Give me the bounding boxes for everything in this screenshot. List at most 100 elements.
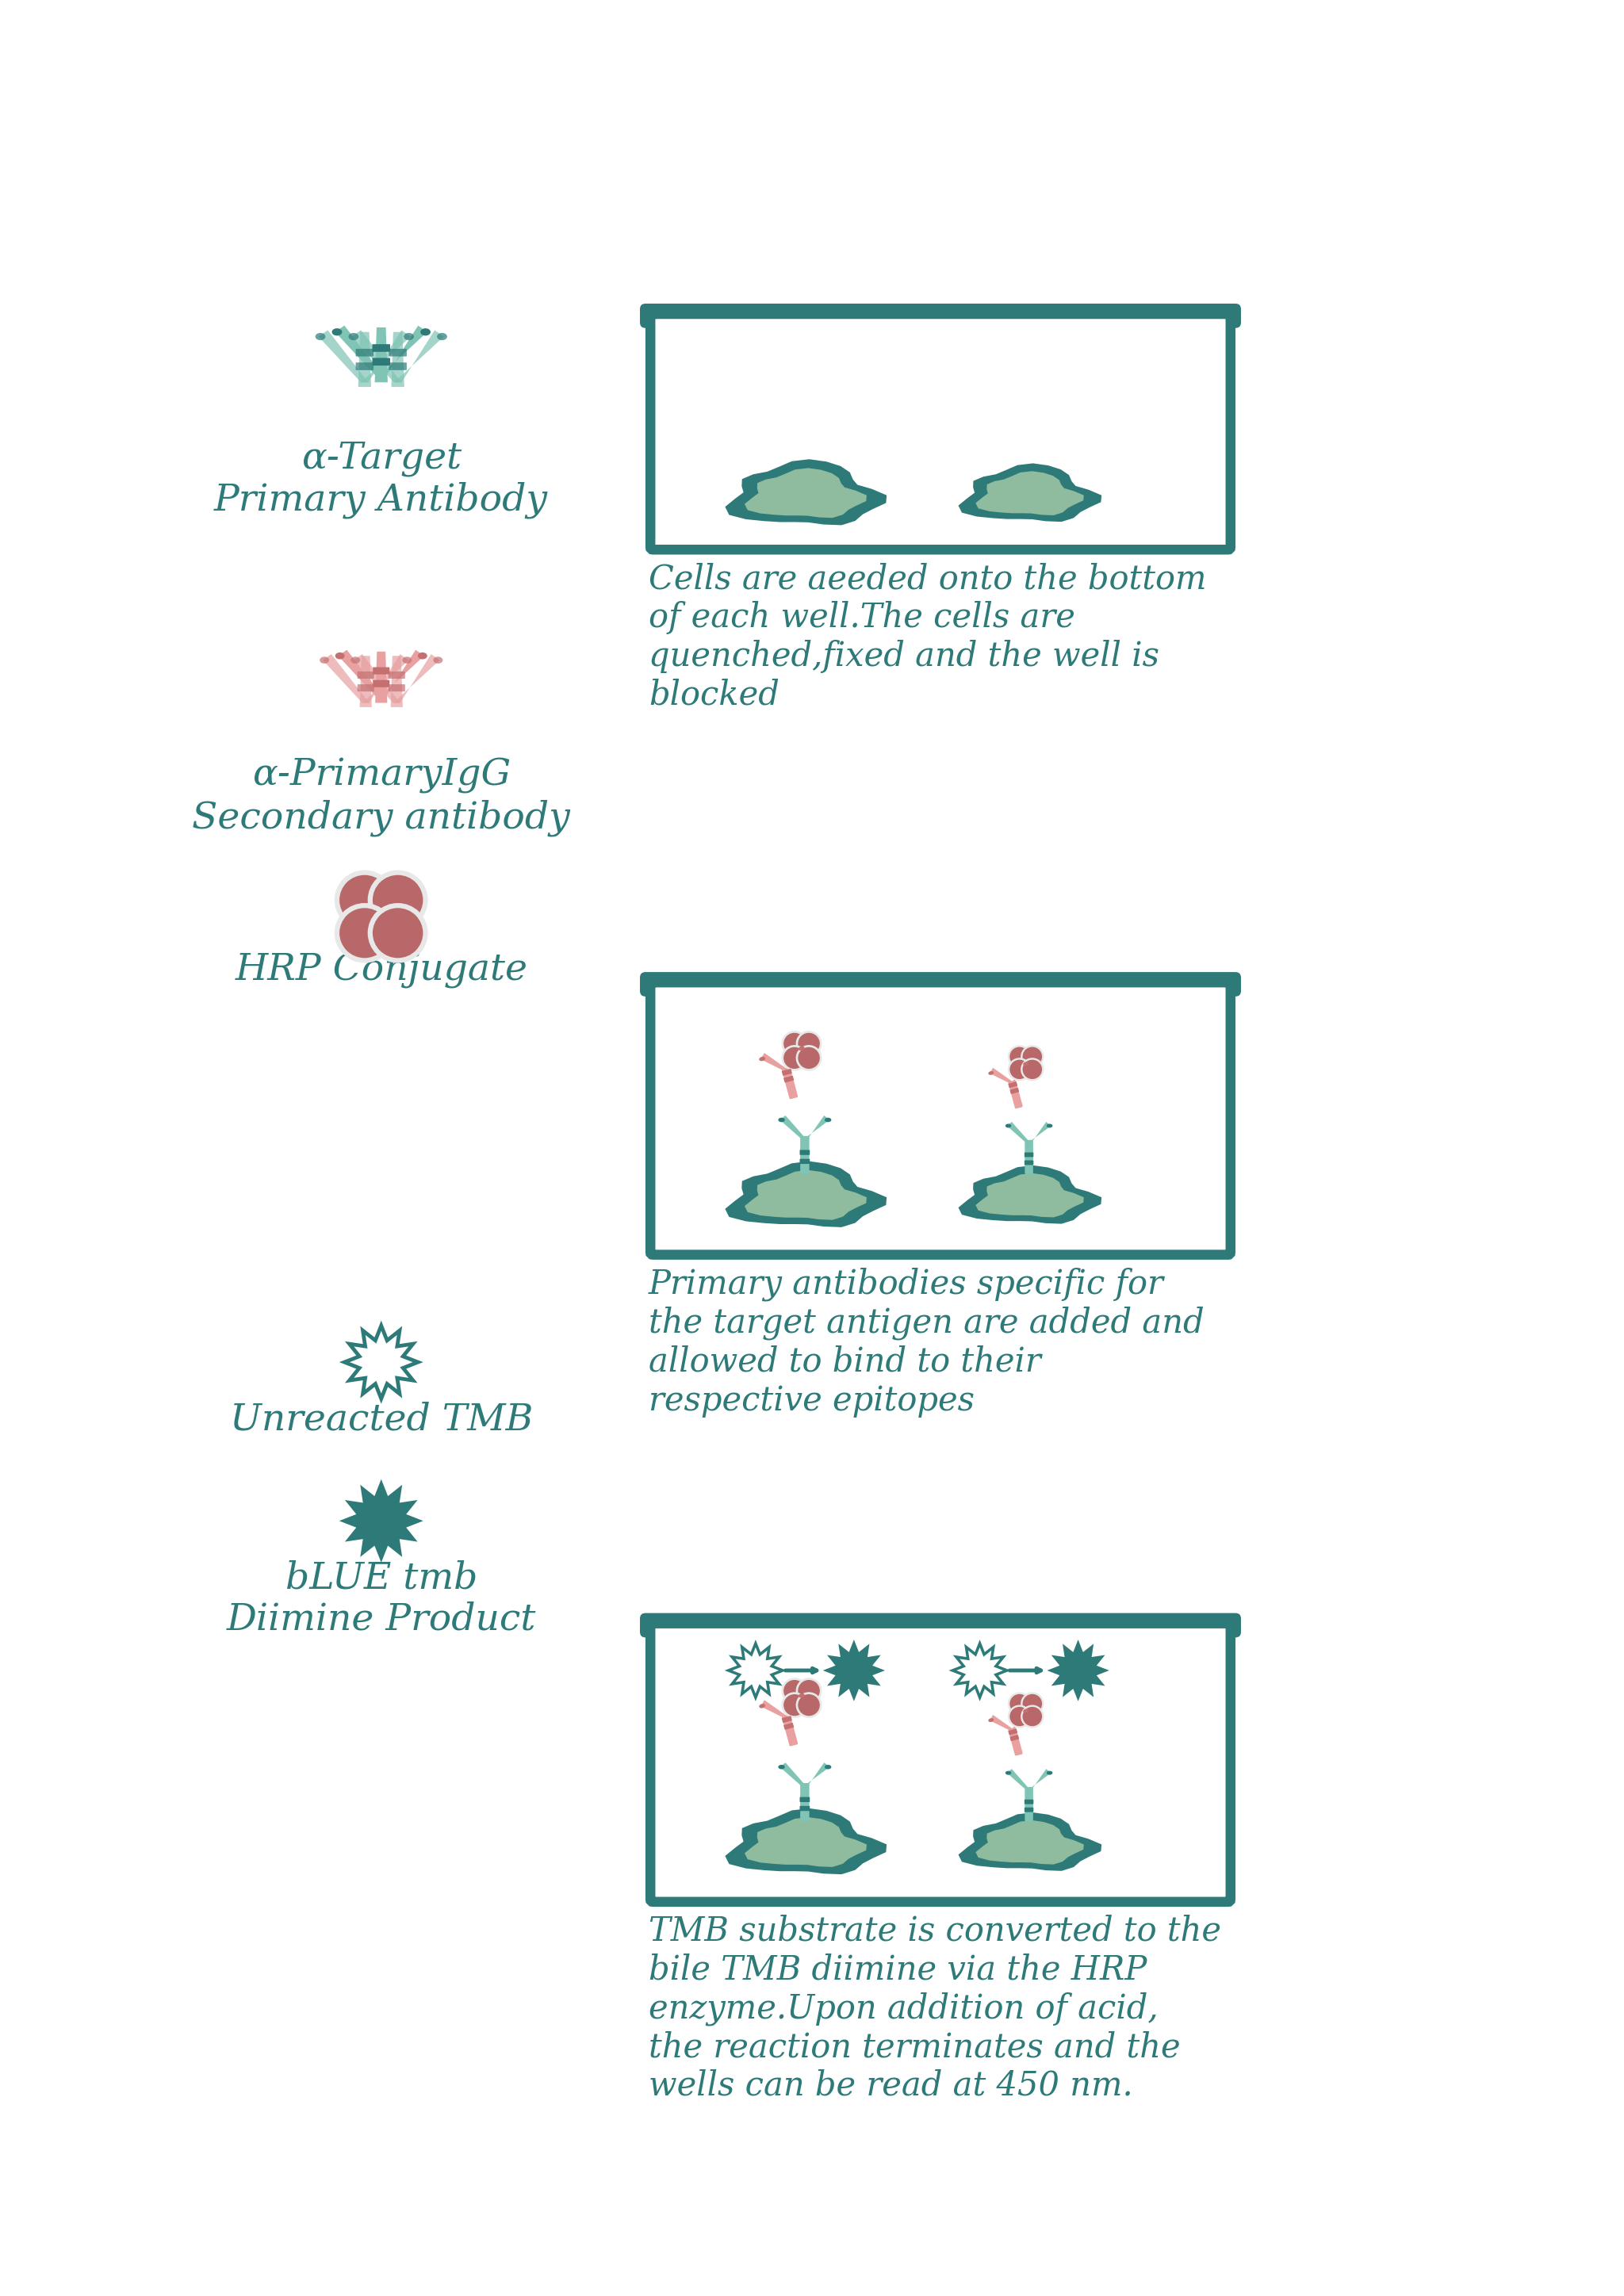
Circle shape — [1009, 1058, 1030, 1079]
Circle shape — [370, 905, 425, 960]
FancyBboxPatch shape — [1010, 1088, 1020, 1093]
Polygon shape — [375, 328, 388, 383]
Polygon shape — [958, 464, 1101, 521]
Polygon shape — [802, 1116, 830, 1139]
Polygon shape — [1010, 1061, 1026, 1084]
Circle shape — [336, 905, 393, 960]
Polygon shape — [377, 326, 427, 379]
Polygon shape — [976, 1173, 1083, 1217]
FancyBboxPatch shape — [781, 1068, 797, 1100]
Polygon shape — [391, 333, 404, 388]
Ellipse shape — [320, 657, 330, 664]
Ellipse shape — [758, 1704, 765, 1708]
FancyBboxPatch shape — [650, 983, 1231, 1254]
Ellipse shape — [778, 1118, 784, 1123]
Ellipse shape — [825, 1766, 831, 1770]
Polygon shape — [760, 1054, 788, 1070]
FancyBboxPatch shape — [1009, 1729, 1017, 1736]
Ellipse shape — [758, 1056, 765, 1061]
Ellipse shape — [1005, 1123, 1012, 1127]
FancyBboxPatch shape — [650, 315, 1231, 549]
Ellipse shape — [315, 333, 325, 340]
Circle shape — [1009, 1692, 1030, 1715]
Circle shape — [1021, 1058, 1043, 1079]
Text: bLUE tmb
Diimine Product: bLUE tmb Diimine Product — [226, 1561, 536, 1637]
Polygon shape — [359, 333, 370, 388]
Circle shape — [783, 1031, 807, 1056]
Polygon shape — [729, 1644, 783, 1697]
Polygon shape — [976, 1821, 1083, 1864]
Text: Unreacted TMB: Unreacted TMB — [229, 1403, 533, 1437]
FancyBboxPatch shape — [640, 971, 1241, 996]
FancyBboxPatch shape — [388, 670, 404, 680]
Polygon shape — [1026, 1768, 1051, 1791]
Polygon shape — [375, 652, 387, 703]
FancyBboxPatch shape — [781, 1715, 793, 1722]
FancyBboxPatch shape — [372, 358, 390, 365]
Polygon shape — [1007, 1768, 1031, 1791]
FancyBboxPatch shape — [1009, 1727, 1023, 1756]
Circle shape — [783, 1047, 807, 1070]
Text: α-PrimaryIgG
Secondary antibody: α-PrimaryIgG Secondary antibody — [192, 758, 570, 836]
Circle shape — [1021, 1047, 1043, 1068]
FancyBboxPatch shape — [356, 349, 374, 356]
Ellipse shape — [417, 652, 427, 659]
Ellipse shape — [335, 652, 344, 659]
Polygon shape — [827, 1644, 882, 1697]
Polygon shape — [361, 331, 411, 383]
Ellipse shape — [799, 1047, 804, 1052]
Polygon shape — [760, 1699, 788, 1717]
FancyBboxPatch shape — [1025, 1139, 1033, 1173]
Polygon shape — [344, 1486, 417, 1557]
FancyBboxPatch shape — [1025, 1159, 1033, 1164]
Polygon shape — [323, 654, 369, 703]
Text: Primary antibodies specific for
the target antigen are added and
allowed to bind: Primary antibodies specific for the targ… — [648, 1267, 1203, 1417]
Text: TMB substrate is converted to the
bile TMB diimine via the HRP
enzyme.Upon addit: TMB substrate is converted to the bile T… — [648, 1915, 1221, 2103]
Polygon shape — [338, 650, 385, 698]
FancyBboxPatch shape — [374, 668, 390, 675]
Polygon shape — [1026, 1123, 1051, 1143]
Ellipse shape — [434, 657, 443, 664]
Circle shape — [797, 1692, 820, 1717]
Ellipse shape — [421, 328, 430, 335]
Polygon shape — [335, 326, 385, 379]
Polygon shape — [344, 1325, 417, 1398]
Polygon shape — [784, 1692, 802, 1717]
FancyBboxPatch shape — [1010, 1736, 1020, 1740]
FancyBboxPatch shape — [1025, 1786, 1033, 1821]
Circle shape — [797, 1047, 820, 1070]
Ellipse shape — [403, 657, 412, 664]
FancyBboxPatch shape — [1025, 1153, 1033, 1157]
FancyBboxPatch shape — [1009, 1081, 1023, 1109]
Ellipse shape — [351, 657, 361, 664]
FancyBboxPatch shape — [784, 1077, 794, 1084]
Polygon shape — [802, 1763, 830, 1786]
Polygon shape — [1010, 1708, 1026, 1731]
Ellipse shape — [799, 1694, 804, 1697]
FancyBboxPatch shape — [357, 670, 374, 680]
Polygon shape — [958, 1166, 1101, 1224]
FancyBboxPatch shape — [1009, 1081, 1017, 1088]
Polygon shape — [958, 1812, 1101, 1871]
Polygon shape — [744, 1816, 867, 1867]
FancyBboxPatch shape — [640, 303, 1241, 328]
Circle shape — [1021, 1692, 1043, 1715]
Circle shape — [783, 1692, 807, 1717]
Circle shape — [370, 872, 425, 928]
FancyBboxPatch shape — [650, 1623, 1231, 1901]
FancyBboxPatch shape — [801, 1784, 809, 1821]
Ellipse shape — [989, 1072, 994, 1075]
Circle shape — [797, 1678, 820, 1704]
Polygon shape — [780, 1763, 807, 1786]
Polygon shape — [780, 1116, 807, 1139]
Polygon shape — [989, 1715, 1013, 1731]
Polygon shape — [362, 654, 409, 703]
Ellipse shape — [331, 328, 343, 335]
Polygon shape — [318, 331, 369, 383]
Ellipse shape — [778, 1766, 784, 1770]
Ellipse shape — [825, 1118, 831, 1123]
Text: α-Target
Primary Antibody: α-Target Primary Antibody — [214, 441, 549, 519]
Circle shape — [1009, 1706, 1030, 1727]
FancyBboxPatch shape — [781, 1715, 797, 1747]
Ellipse shape — [989, 1717, 994, 1722]
